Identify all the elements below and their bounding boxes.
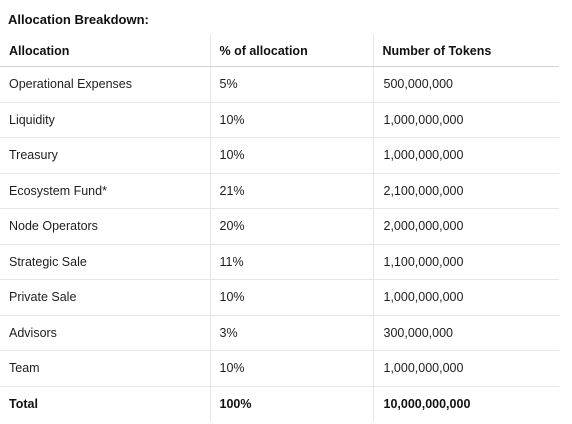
tokens-cell: 2,100,000,000: [372, 173, 559, 209]
header-row: Allocation % of allocation Number of Tok…: [0, 35, 559, 67]
percent-cell: 3%: [209, 315, 373, 351]
percent-cell: 10%: [209, 137, 373, 174]
percent-cell: 20%: [209, 208, 373, 245]
percent-cell: 21%: [209, 173, 373, 209]
table-row: Advisors 3% 300,000,000: [0, 315, 559, 351]
tokens-cell: 300,000,000: [372, 315, 559, 351]
percent-cell: 10%: [209, 279, 373, 316]
percent-cell: 11%: [209, 244, 373, 280]
allocation-table: Allocation % of allocation Number of Tok…: [0, 35, 559, 421]
allocation-cell: Strategic Sale: [0, 244, 210, 280]
tokens-cell: 500,000,000: [372, 66, 559, 103]
tokens-cell: 1,100,000,000: [372, 244, 559, 280]
allocation-cell: Liquidity: [0, 102, 210, 138]
table-row: Treasury 10% 1,000,000,000: [0, 137, 559, 174]
total-row: Total 100% 10,000,000,000: [0, 386, 559, 421]
table-row: Private Sale 10% 1,000,000,000: [0, 279, 559, 316]
column-header-tokens: Number of Tokens: [372, 35, 559, 67]
table-row: Team 10% 1,000,000,000: [0, 350, 559, 387]
table-row: Liquidity 10% 1,000,000,000: [0, 102, 559, 138]
table-row: Ecosystem Fund* 21% 2,100,000,000: [0, 173, 559, 209]
allocation-cell: Treasury: [0, 137, 210, 174]
column-header-percent: % of allocation: [209, 35, 373, 67]
table-header: Allocation % of allocation Number of Tok…: [0, 35, 559, 67]
tokens-cell: 2,000,000,000: [372, 208, 559, 245]
allocation-cell: Node Operators: [0, 208, 210, 245]
tokens-cell: 1,000,000,000: [372, 137, 559, 174]
column-header-allocation: Allocation: [0, 35, 210, 67]
allocation-cell: Private Sale: [0, 279, 210, 316]
total-tokens: 10,000,000,000: [372, 386, 559, 421]
allocation-cell: Operational Expenses: [0, 66, 210, 103]
table-row: Operational Expenses 5% 500,000,000: [0, 66, 559, 103]
table-row: Strategic Sale 11% 1,100,000,000: [0, 244, 559, 280]
allocation-cell: Ecosystem Fund*: [0, 173, 210, 209]
total-label: Total: [9, 396, 38, 411]
total-percent: 100%: [209, 386, 373, 421]
tokens-cell: 1,000,000,000: [372, 279, 559, 316]
percent-cell: 5%: [209, 66, 373, 103]
percent-cell: 10%: [209, 102, 373, 138]
tokens-cell: 1,000,000,000: [372, 350, 559, 387]
table-row: Node Operators 20% 2,000,000,000: [0, 208, 559, 245]
allocation-cell: Team: [0, 350, 210, 387]
table-body: Operational Expenses 5% 500,000,000 Liqu…: [0, 66, 559, 421]
allocation-breakdown-heading: Allocation Breakdown:: [8, 12, 149, 27]
percent-cell: 10%: [209, 350, 373, 387]
allocation-cell: Advisors: [0, 315, 210, 351]
tokens-cell: 1,000,000,000: [372, 102, 559, 138]
